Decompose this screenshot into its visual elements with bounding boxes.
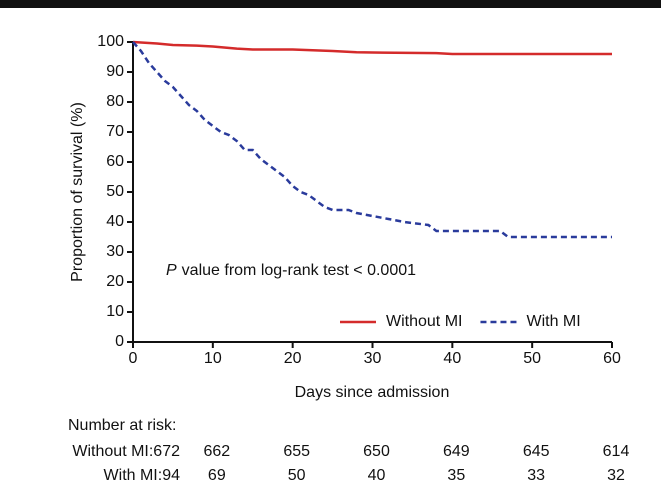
legend-label: Without MI xyxy=(386,313,462,330)
risk-value: 614 xyxy=(603,443,630,460)
risk-value: 32 xyxy=(607,467,625,484)
y-tick-label: 70 xyxy=(106,123,124,140)
legend-label: With MI xyxy=(526,313,580,330)
y-tick-label: 0 xyxy=(115,333,124,350)
annotation-text: value from log-rank test < 0.0001 xyxy=(182,262,416,279)
survival-line xyxy=(132,41,612,239)
y-tick-label: 20 xyxy=(106,273,124,290)
risk-value: 33 xyxy=(527,467,545,484)
risk-value: 645 xyxy=(523,443,550,460)
risk-title: Number at risk: xyxy=(68,417,176,434)
y-tick-label: 50 xyxy=(106,183,124,200)
risk-value: 649 xyxy=(443,443,470,460)
x-tick-label: 20 xyxy=(284,350,302,367)
x-tick-label: 30 xyxy=(364,350,382,367)
y-tick-label: 60 xyxy=(106,153,124,170)
risk-row-label: With MI:94 xyxy=(104,467,181,484)
survival-line xyxy=(132,40,612,56)
top-bar xyxy=(0,0,661,8)
x-tick-label: 0 xyxy=(129,350,138,367)
y-tick-label: 80 xyxy=(106,93,124,110)
y-tick-label: 40 xyxy=(106,213,124,230)
risk-value: 650 xyxy=(363,443,390,460)
x-axis-label: Days since admission xyxy=(295,384,450,401)
y-tick-label: 10 xyxy=(106,303,124,320)
risk-value: 655 xyxy=(283,443,310,460)
x-tick-label: 40 xyxy=(443,350,461,367)
risk-value: 40 xyxy=(368,467,386,484)
x-tick-label: 60 xyxy=(603,350,621,367)
y-tick-label: 100 xyxy=(97,33,124,50)
y-tick-label: 30 xyxy=(106,243,124,260)
risk-value: 50 xyxy=(288,467,306,484)
risk-row-label: Without MI:672 xyxy=(72,443,180,460)
annotation-italic: P xyxy=(166,262,177,279)
y-tick-label: 90 xyxy=(106,63,124,80)
risk-value: 69 xyxy=(208,467,226,484)
risk-value: 662 xyxy=(203,443,230,460)
x-tick-label: 50 xyxy=(523,350,541,367)
y-axis-label: Proportion of survival (%) xyxy=(69,102,86,282)
risk-value: 35 xyxy=(447,467,465,484)
x-tick-label: 10 xyxy=(204,350,222,367)
